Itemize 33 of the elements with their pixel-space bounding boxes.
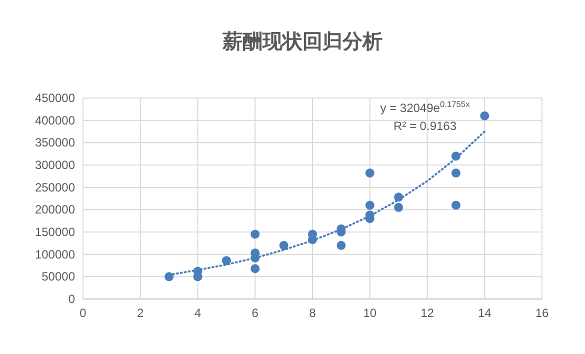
x-tick-label: 2: [137, 306, 144, 320]
y-tick-label: 100000: [34, 247, 76, 262]
annotation: y = 32049e$^{0.1755x}$: [380, 99, 471, 115]
y-tick-label: 350000: [34, 136, 76, 150]
x-tick-label: 8: [309, 306, 316, 320]
point: [451, 168, 460, 178]
point: [480, 111, 490, 120]
chart-title: 薪酬现状回归分析: [222, 31, 382, 53]
y-tick-label: 450000: [34, 91, 76, 105]
point: [365, 168, 374, 178]
x-tick-label: 16: [535, 306, 549, 320]
x-tick-label: 6: [252, 306, 259, 320]
point: [250, 230, 260, 239]
point: [365, 200, 374, 210]
y-tick-label: 50000: [42, 270, 76, 284]
point: [250, 264, 260, 274]
y-tick-label: 400000: [34, 113, 76, 128]
y-tick-label: 150000: [34, 225, 76, 239]
y-tick-label: 200000: [34, 202, 76, 217]
x-tick-label: 12: [420, 306, 434, 320]
x-tick-label: 0: [80, 306, 87, 320]
point: [222, 256, 231, 266]
y-tick-label: 300000: [34, 158, 76, 172]
point: [394, 202, 404, 212]
point: [279, 240, 288, 250]
annotation: R² = 0.9163: [393, 119, 457, 133]
x-tick-label: 4: [194, 306, 202, 320]
y-tick-label: 0: [68, 292, 76, 306]
x-tick-label: 10: [363, 306, 377, 320]
y-tick-label: 250000: [34, 180, 76, 194]
point: [451, 200, 460, 210]
x-tick-label: 14: [478, 306, 492, 320]
point: [336, 240, 346, 250]
